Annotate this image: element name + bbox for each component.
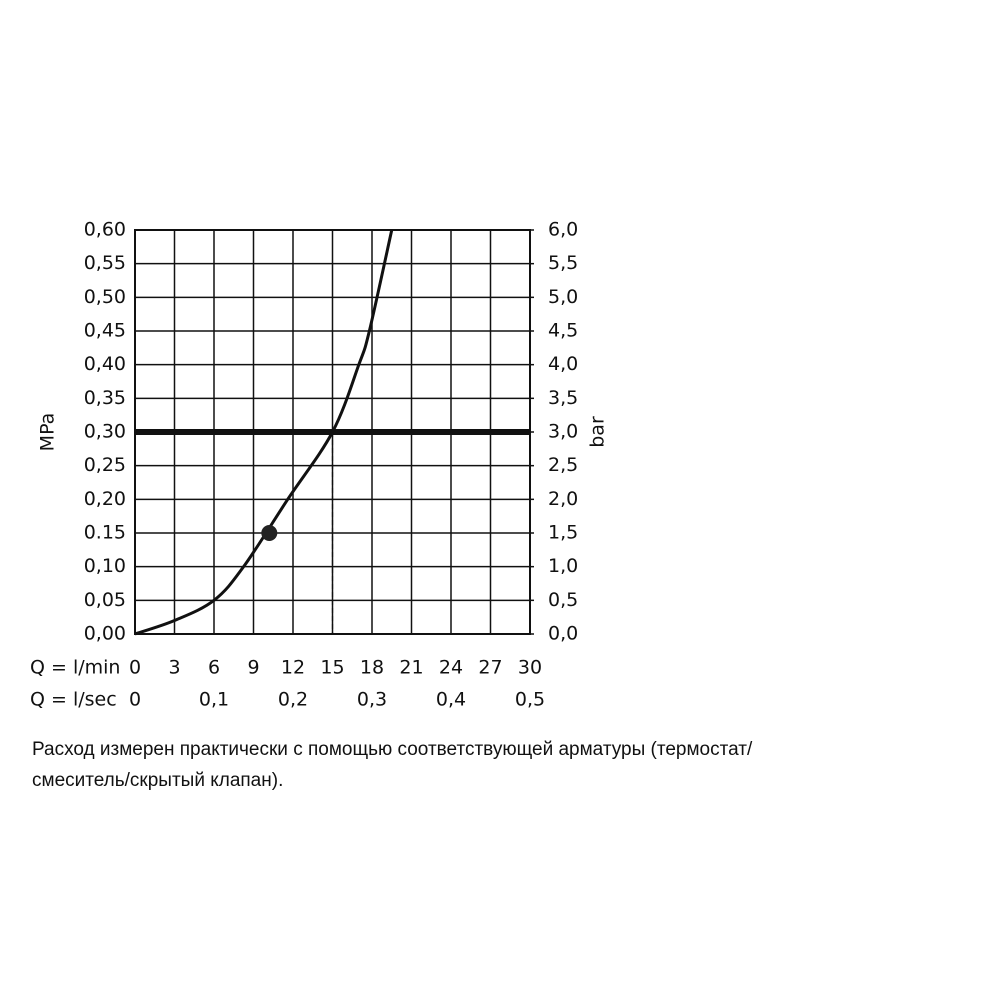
x-tick-label: 24 <box>439 657 463 679</box>
x-tick-label: 6 <box>208 657 220 679</box>
y-tick-label: 0,20 <box>84 488 126 510</box>
y2-tick-label: 5,0 <box>548 286 578 308</box>
y2-tick-label: 2,5 <box>548 454 578 476</box>
x-tick-label: 9 <box>247 657 259 679</box>
y-tick-label: 0,05 <box>84 589 126 611</box>
caption-line: смеситель/скрытый клапан). <box>32 770 283 791</box>
x-axis-label: Q = l/min <box>30 657 120 679</box>
x-tick-label: 21 <box>399 657 423 679</box>
x2-tick-label: 0,1 <box>199 689 229 711</box>
marker-point <box>261 525 278 541</box>
y2-tick-label: 0,5 <box>548 589 578 611</box>
y2-tick-label: 5,5 <box>548 252 578 274</box>
y-tick-label: 0,30 <box>84 421 126 443</box>
y-tick-label: 0,10 <box>84 555 126 577</box>
y2-axis-label: bar <box>587 416 609 448</box>
y2-tick-label: 4,0 <box>548 353 578 375</box>
x2-tick-label: 0,2 <box>278 689 308 711</box>
y2-tick-label: 1,0 <box>548 555 578 577</box>
x2-tick-label: 0,5 <box>515 689 545 711</box>
y-tick-label: 0,50 <box>84 286 126 308</box>
caption-line: Расход измерен практически с помощью соо… <box>32 739 753 760</box>
x2-tick-label: 0 <box>129 689 141 711</box>
curve <box>134 229 394 636</box>
y2-tick-label: 3,0 <box>548 421 578 443</box>
x-tick-label: 3 <box>168 657 180 679</box>
x2-tick-label: 0,3 <box>357 689 387 711</box>
y-tick-label: 0,55 <box>84 252 126 274</box>
y2-tick-label: 2,0 <box>548 488 578 510</box>
y-tick-label: 0,45 <box>84 320 126 342</box>
y-tick-label: 0,00 <box>84 623 126 645</box>
y2-tick-label: 6,0 <box>548 219 578 241</box>
x-tick-label: 0 <box>129 657 141 679</box>
y-tick-label: 0,60 <box>84 219 126 241</box>
x2-axis-label: Q = l/sec <box>30 689 117 711</box>
y-tick-label: 0,25 <box>84 454 126 476</box>
x-tick-label: 30 <box>518 657 542 679</box>
y2-tick-label: 4,5 <box>548 320 578 342</box>
y2-tick-label: 0,0 <box>548 623 578 645</box>
x-tick-label: 12 <box>281 657 305 679</box>
x-tick-label: 15 <box>320 657 344 679</box>
y2-tick-label: 1,5 <box>548 522 578 544</box>
x-tick-label: 18 <box>360 657 384 679</box>
x-tick-label: 27 <box>478 657 502 679</box>
y2-tick-label: 3,5 <box>548 387 578 409</box>
x2-tick-label: 0,4 <box>436 689 466 711</box>
y-axis-label: MPa <box>37 413 59 452</box>
y-tick-label: 0,40 <box>84 353 126 375</box>
y-tick-label: 0.15 <box>84 522 126 544</box>
y-tick-label: 0,35 <box>84 387 126 409</box>
